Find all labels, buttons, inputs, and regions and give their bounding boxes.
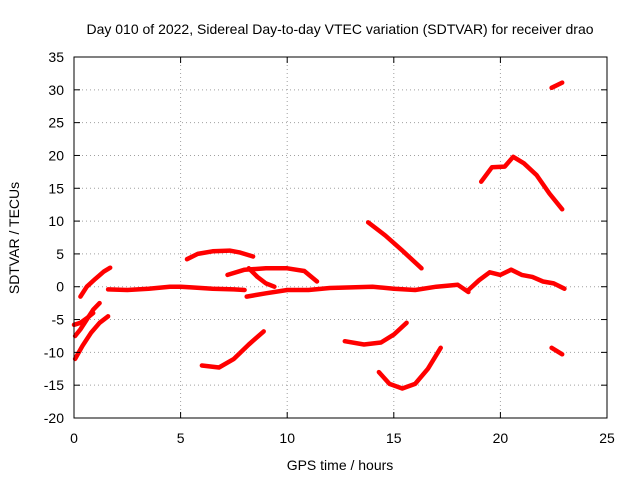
x-tick-label: 15 <box>386 430 402 446</box>
plot-frame <box>73 56 608 419</box>
y-tick-label: -20 <box>44 410 64 426</box>
y-tick-label: -5 <box>52 312 65 328</box>
x-tick-label: 10 <box>279 430 295 446</box>
series-track-14 <box>466 267 567 293</box>
y-tick-label: 15 <box>48 180 64 196</box>
x-tick-label: 20 <box>493 430 509 446</box>
series-track-16 <box>549 80 565 91</box>
series-track-10 <box>199 329 266 370</box>
series-track-11 <box>365 220 424 271</box>
series-track-7 <box>225 266 320 284</box>
y-tick-label: 20 <box>48 147 64 163</box>
y-tick-label: 0 <box>56 279 64 295</box>
series-track-13 <box>376 345 443 391</box>
y-axis-label: SDTVAR / TECUs <box>6 182 22 294</box>
y-tick-label: -10 <box>44 344 64 360</box>
y-tick-label: 30 <box>48 82 64 98</box>
series-track-3 <box>71 310 96 328</box>
x-axis-label: GPS time / hours <box>287 457 394 473</box>
y-tick-label: 35 <box>48 49 64 65</box>
series-track-17 <box>549 345 565 357</box>
series-track-15 <box>478 154 565 212</box>
series-track-4 <box>78 265 113 299</box>
axis-ticks <box>73 56 608 419</box>
y-tick-label: -15 <box>44 377 64 393</box>
data-series <box>71 80 567 391</box>
series-track-9 <box>244 282 471 299</box>
grid-lines <box>74 57 607 418</box>
y-tick-label: 5 <box>56 246 64 262</box>
x-tick-label: 25 <box>599 430 615 446</box>
x-tick-label: 0 <box>70 430 78 446</box>
y-tick-label: 25 <box>48 115 64 131</box>
series-track-1 <box>72 314 111 362</box>
chart-title: Day 010 of 2022, Sidereal Day-to-day VTE… <box>86 21 593 37</box>
series-track-5 <box>105 284 247 293</box>
y-tick-label: 10 <box>48 213 64 229</box>
series-track-8 <box>246 266 277 289</box>
x-tick-labels: 0 5 10 15 20 25 <box>70 430 615 446</box>
x-tick-label: 5 <box>177 430 185 446</box>
series-track-6 <box>184 248 256 262</box>
y-tick-labels: -20 -15 -10 -5 0 5 10 15 20 25 30 35 <box>44 49 64 426</box>
series-track-12 <box>342 320 409 347</box>
